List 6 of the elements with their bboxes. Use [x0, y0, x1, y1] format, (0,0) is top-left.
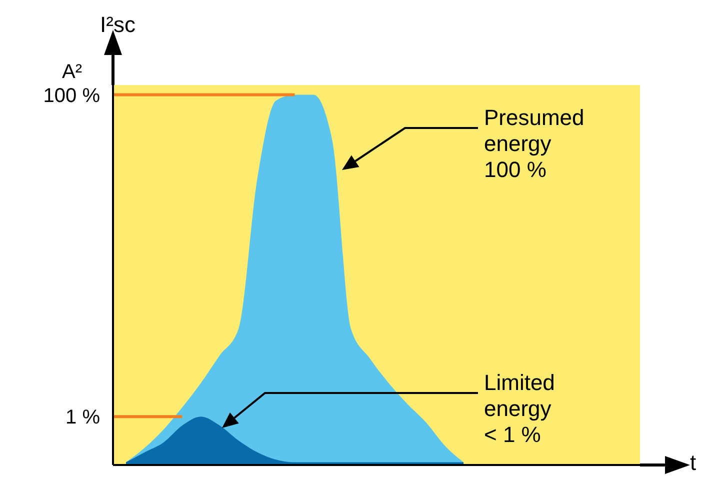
- y-tick-label: 100 %: [43, 84, 100, 107]
- text: t: [690, 450, 696, 475]
- y-tick-label: 1 %: [66, 406, 100, 429]
- text: Presumed energy 100 %: [484, 105, 584, 182]
- text: I²sc A²: [62, 12, 136, 83]
- text: Limited energy < 1 %: [484, 370, 555, 447]
